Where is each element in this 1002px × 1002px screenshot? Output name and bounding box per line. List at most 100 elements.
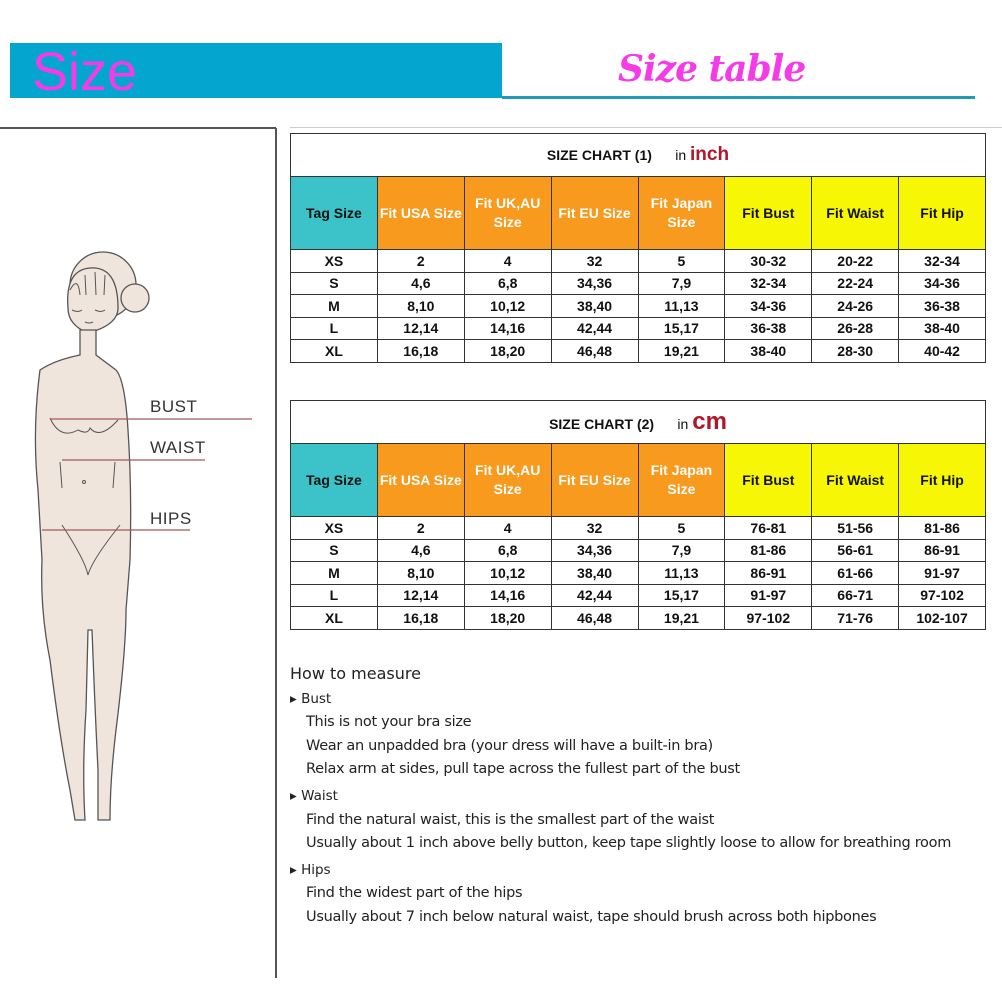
column-header: Fit Hip bbox=[898, 176, 986, 250]
table-cell: 5 bbox=[637, 516, 726, 540]
table-cell: 32 bbox=[550, 516, 639, 540]
table-cell: 46,48 bbox=[550, 339, 639, 363]
table-cell: 86-91 bbox=[724, 561, 813, 585]
table-cell: 18,20 bbox=[463, 339, 552, 363]
table-cell: 38-40 bbox=[724, 339, 813, 363]
table-row: S 4,6 6,8 34,36 7,9 32-34 22-24 34-36 bbox=[290, 271, 986, 295]
table-cell: 61-66 bbox=[811, 561, 900, 585]
table-cell: 81-86 bbox=[898, 516, 986, 540]
table-cell: M bbox=[290, 561, 378, 585]
table-cell: 42,44 bbox=[550, 316, 639, 340]
section-title-text: Waist bbox=[301, 787, 338, 804]
table-cell: M bbox=[290, 294, 378, 318]
triangle-bullet-icon: ▸ bbox=[290, 690, 297, 707]
table-cell: 97-102 bbox=[724, 606, 813, 630]
measure-instruction: Usually about 1 inch above belly button,… bbox=[306, 835, 952, 852]
table-cell: S bbox=[290, 538, 378, 562]
table-cell: 91-97 bbox=[898, 561, 986, 585]
column-header: Tag Size bbox=[290, 443, 378, 517]
divider-top-left bbox=[0, 127, 276, 129]
measure-section-title: ▸ Waist bbox=[290, 785, 951, 809]
banner-underline bbox=[502, 96, 975, 99]
table-cell: 36-38 bbox=[724, 316, 813, 340]
column-header: Fit Hip bbox=[898, 443, 986, 517]
table-cell: 66-71 bbox=[811, 583, 900, 607]
table-cell: 19,21 bbox=[637, 339, 726, 363]
table-cell: L bbox=[290, 316, 378, 340]
waist-label: WAIST bbox=[150, 438, 206, 457]
table-cell: 32-34 bbox=[724, 271, 813, 295]
triangle-bullet-icon: ▸ bbox=[290, 861, 297, 878]
chart-title: SIZE CHART (1) in inch bbox=[290, 133, 986, 177]
body-figure-illustration bbox=[34, 251, 252, 821]
table-cell: 24-26 bbox=[811, 294, 900, 318]
page-subtitle: Size table bbox=[618, 48, 806, 90]
table-cell: XL bbox=[290, 339, 378, 363]
table-row: L 12,14 14,16 42,44 15,17 91-97 66-71 97-102 bbox=[290, 583, 986, 607]
table-cell: XS bbox=[290, 249, 378, 273]
table-cell: 14,16 bbox=[463, 316, 552, 340]
table-cell: 46,48 bbox=[550, 606, 639, 630]
table-cell: 4,6 bbox=[376, 538, 465, 562]
table-cell: 19,21 bbox=[637, 606, 726, 630]
table-cell: 40-42 bbox=[898, 339, 986, 363]
hips-label: HIPS bbox=[150, 509, 192, 528]
size-chart-cm: SIZE CHART (2) in cm Tag Size Fit USA Size… bbox=[290, 400, 986, 630]
table-cell: 38-40 bbox=[898, 316, 986, 340]
chart-unit: inch bbox=[690, 144, 730, 165]
divider-top-right bbox=[290, 127, 1002, 128]
table-cell: 42,44 bbox=[550, 583, 639, 607]
table-cell: 10,12 bbox=[463, 294, 552, 318]
table-cell: 102-107 bbox=[898, 606, 986, 630]
table-row: L 12,14 14,16 42,44 15,17 36-38 26-28 38-40 bbox=[290, 316, 986, 340]
measure-instruction: Find the widest part of the hips bbox=[306, 885, 523, 902]
table-cell: 11,13 bbox=[637, 294, 726, 318]
how-to-measure: How to measure ▸ Bust This is not your bra… bbox=[290, 662, 951, 933]
table-cell: 97-102 bbox=[898, 583, 986, 607]
table-cell: 76-81 bbox=[724, 516, 813, 540]
column-header: Fit Bust bbox=[724, 443, 813, 517]
size-chart-inch: SIZE CHART (1) in inch Tag Size Fit USA Si… bbox=[290, 133, 986, 363]
measure-instruction: Find the natural waist, this is the smal… bbox=[306, 811, 715, 828]
chart-unit: cm bbox=[692, 408, 727, 435]
chart-in: in bbox=[677, 416, 689, 432]
table-cell: 5 bbox=[637, 249, 726, 273]
table-row: XS 2 4 32 5 76-81 51-56 81-86 bbox=[290, 516, 986, 540]
chart-title-text: SIZE CHART (1) bbox=[546, 147, 652, 163]
measure-instruction: This is not your bra size bbox=[306, 714, 472, 731]
table-cell: 28-30 bbox=[811, 339, 900, 363]
table-cell: 32 bbox=[550, 249, 639, 273]
table-cell: S bbox=[290, 271, 378, 295]
chart-in: in bbox=[675, 147, 687, 163]
table-cell: L bbox=[290, 583, 378, 607]
table-cell: 2 bbox=[376, 249, 465, 273]
measure-instruction: Relax arm at sides, pull tape across the… bbox=[306, 761, 740, 778]
table-cell: 4 bbox=[463, 249, 552, 273]
table-cell: 6,8 bbox=[463, 271, 552, 295]
table-cell: 7,9 bbox=[637, 538, 726, 562]
table-cell: 12,14 bbox=[376, 583, 465, 607]
table-cell: 91-97 bbox=[724, 583, 813, 607]
table-cell: 38,40 bbox=[550, 294, 639, 318]
table-row: M 8,10 10,12 38,40 11,13 86-91 61-66 91-97 bbox=[290, 561, 986, 585]
column-header: Fit EU Size bbox=[550, 176, 639, 250]
column-header: Fit USA Size bbox=[376, 176, 465, 250]
table-cell: 20-22 bbox=[811, 249, 900, 273]
triangle-bullet-icon: ▸ bbox=[290, 787, 297, 804]
chart-title-text: SIZE CHART (2) bbox=[549, 416, 655, 432]
table-cell: 10,12 bbox=[463, 561, 552, 585]
table-cell: 15,17 bbox=[637, 583, 726, 607]
table-cell: 14,16 bbox=[463, 583, 552, 607]
table-row: S 4,6 6,8 34,36 7,9 81-86 56-61 86-91 bbox=[290, 538, 986, 562]
column-header: Fit UK,AU Size bbox=[463, 443, 552, 517]
column-header: Fit Japan Size bbox=[637, 176, 726, 250]
table-cell: 6,8 bbox=[463, 538, 552, 562]
table-cell: 22-24 bbox=[811, 271, 900, 295]
column-header: Tag Size bbox=[290, 176, 378, 250]
measure-section-title: ▸ Bust bbox=[290, 688, 951, 712]
table-cell: 36-38 bbox=[898, 294, 986, 318]
column-header: Fit EU Size bbox=[550, 443, 639, 517]
table-row: M 8,10 10,12 38,40 11,13 34-36 24-26 36-38 bbox=[290, 294, 986, 318]
table-cell: 81-86 bbox=[724, 538, 813, 562]
table-cell: 56-61 bbox=[811, 538, 900, 562]
